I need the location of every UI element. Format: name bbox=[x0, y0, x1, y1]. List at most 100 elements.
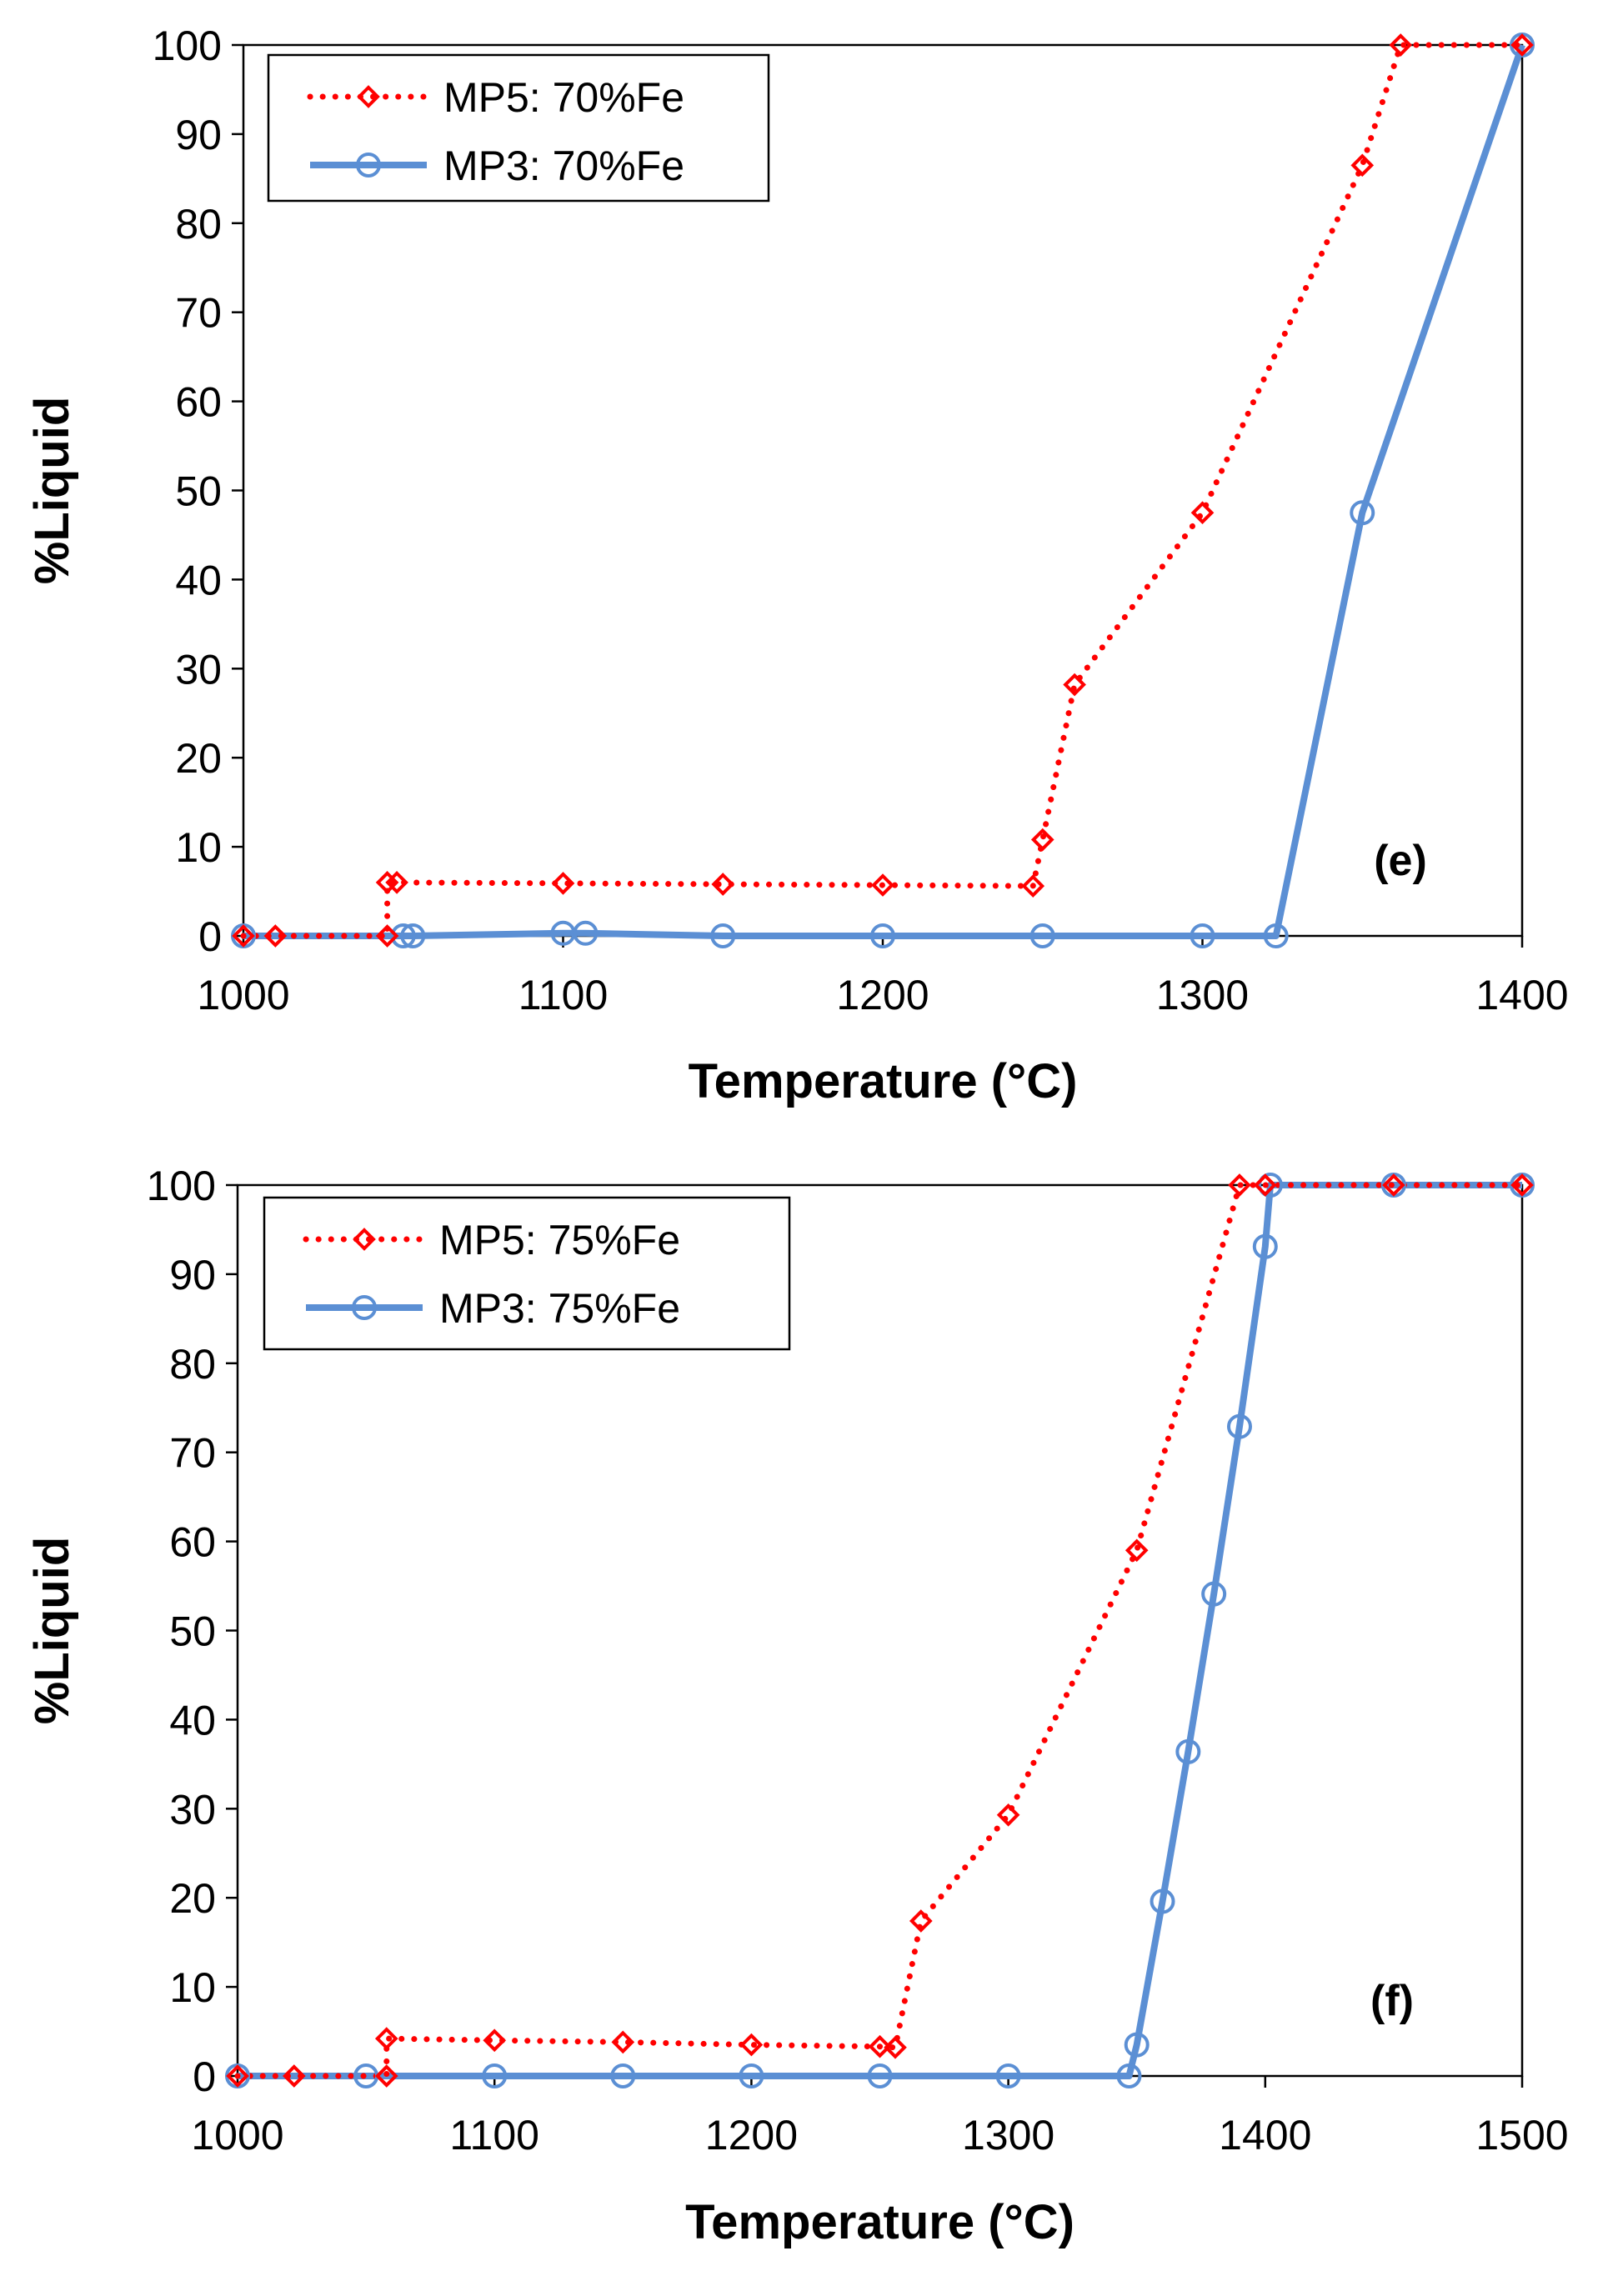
legend-label: MP3: 75%Fe bbox=[439, 1285, 680, 1332]
y-axis-title: %Liquid bbox=[25, 1537, 79, 1725]
data-point-mp3-75-fe bbox=[1124, 2032, 1150, 2058]
data-point-mp5-70-fe bbox=[1350, 153, 1375, 178]
y-tick-label: 10 bbox=[175, 824, 222, 871]
legend-box bbox=[263, 1196, 791, 1351]
y-axis-title: %Liquid bbox=[25, 397, 79, 585]
data-point-mp5-75-fe bbox=[1125, 1538, 1149, 1563]
data-point-mp3-75-fe bbox=[1175, 1738, 1201, 1764]
series-line-mp5-70-fe bbox=[240, 42, 1525, 939]
x-tick-label: 1300 bbox=[962, 2112, 1054, 2158]
y-tick-label: 100 bbox=[153, 23, 222, 69]
x-tick-label: 1100 bbox=[518, 972, 609, 1018]
legend-label: MP5: 75%Fe bbox=[439, 1217, 680, 1263]
y-tick-label: 40 bbox=[175, 557, 222, 603]
legend-swatch-marker bbox=[356, 153, 381, 178]
series-line-mp3-75-fe bbox=[238, 1182, 1522, 2079]
y-tick-label: 60 bbox=[169, 1519, 216, 1566]
y-tick-label: 40 bbox=[169, 1697, 216, 1743]
data-point-mp5-75-fe bbox=[909, 1909, 933, 1933]
data-point-mp5-70-fe bbox=[711, 873, 735, 896]
data-point-mp5-75-fe bbox=[611, 2030, 635, 2054]
data-point-mp5-70-fe bbox=[385, 871, 408, 894]
legend-swatch-marker bbox=[352, 1295, 377, 1320]
data-point-mp3-75-fe bbox=[1201, 1581, 1227, 1607]
data-point-mp5-70-fe bbox=[871, 873, 894, 897]
data-point-mp3-75-fe bbox=[1150, 1888, 1175, 1914]
x-tick-label: 1500 bbox=[1475, 2112, 1568, 2158]
y-tick-label: 50 bbox=[175, 468, 222, 515]
series-line-mp5-75-fe bbox=[234, 1182, 1525, 2079]
data-point-mp3-75-fe bbox=[995, 2063, 1021, 2088]
y-tick-label: 0 bbox=[198, 913, 222, 960]
data-point-mp5-70-fe bbox=[232, 924, 255, 948]
x-tick-label: 1100 bbox=[449, 2112, 539, 2158]
data-point-mp3-75-fe bbox=[1116, 2063, 1142, 2088]
data-point-mp5-75-fe bbox=[739, 2033, 764, 2057]
data-point-mp3-75-fe bbox=[610, 2063, 636, 2088]
data-point-mp3-70-fe bbox=[710, 923, 736, 948]
data-point-mp5-70-fe bbox=[1030, 828, 1054, 852]
legend-swatch-marker bbox=[357, 85, 380, 108]
y-tick-label: 80 bbox=[169, 1341, 216, 1388]
y-tick-label: 60 bbox=[175, 379, 222, 426]
panel-label: (e) bbox=[1374, 837, 1427, 885]
data-point-mp5-75-fe bbox=[1228, 1173, 1251, 1197]
data-point-mp5-70-fe bbox=[1190, 501, 1215, 525]
x-axis-title: Temperature (°C) bbox=[685, 2195, 1075, 2249]
data-point-mp3-75-fe bbox=[1252, 1233, 1278, 1259]
data-point-mp5-75-fe bbox=[282, 2064, 306, 2088]
data-point-mp5-75-fe bbox=[226, 2064, 249, 2088]
y-tick-label: 20 bbox=[175, 735, 222, 782]
data-point-mp3-75-fe bbox=[1226, 1413, 1252, 1439]
y-tick-label: 30 bbox=[175, 646, 222, 693]
data-point-mp5-75-fe bbox=[884, 2035, 907, 2059]
x-tick-label: 1200 bbox=[705, 2112, 798, 2158]
data-point-mp5-70-fe bbox=[551, 872, 575, 895]
y-tick-label: 10 bbox=[169, 1964, 216, 2011]
x-tick-label: 1400 bbox=[1475, 972, 1568, 1018]
chart-panel-e: 0 10 20 30 40 50 60 70 80 90 100 1000 1100 1200 1300 14… bbox=[25, 23, 1569, 1108]
data-point-mp3-70-fe bbox=[400, 923, 426, 948]
legend-box bbox=[267, 53, 770, 203]
data-point-mp5-70-fe bbox=[1063, 673, 1086, 697]
x-tick-label: 1300 bbox=[1156, 972, 1249, 1018]
legend-label: MP5: 70%Fe bbox=[443, 74, 684, 121]
data-point-mp3-70-fe bbox=[1350, 500, 1375, 526]
series-line-mp3-70-fe bbox=[243, 43, 1525, 939]
data-point-mp5-75-fe bbox=[1253, 1173, 1277, 1197]
data-point-mp3-75-fe bbox=[1257, 1173, 1283, 1198]
data-point-mp3-70-fe bbox=[870, 923, 895, 948]
x-tick-label: 1000 bbox=[197, 972, 289, 1018]
y-tick-label: 90 bbox=[169, 1252, 216, 1298]
data-point-mp5-75-fe bbox=[374, 2064, 398, 2088]
data-point-mp5-70-fe bbox=[375, 924, 399, 948]
y-tick-label: 70 bbox=[175, 290, 222, 337]
x-tick-label: 1000 bbox=[191, 2112, 283, 2158]
data-point-mp3-70-fe bbox=[390, 923, 416, 948]
y-tick-label: 90 bbox=[175, 112, 222, 158]
x-tick-label: 1400 bbox=[1219, 2112, 1311, 2158]
data-point-mp5-75-fe bbox=[483, 2028, 507, 2053]
data-point-mp5-75-fe bbox=[1510, 1173, 1534, 1197]
y-tick-label: 50 bbox=[169, 1608, 216, 1655]
data-point-mp5-70-fe bbox=[1510, 33, 1534, 57]
y-tick-label: 70 bbox=[169, 1430, 216, 1477]
data-point-mp3-70-fe bbox=[1029, 923, 1055, 948]
y-tick-label: 80 bbox=[175, 201, 222, 248]
chart-panel-f: 0 10 20 30 40 50 60 70 80 90 100 1000 1100 1200 1300 14… bbox=[25, 1163, 1569, 2249]
data-point-mp5-75-fe bbox=[868, 2034, 892, 2058]
data-point-mp5-75-fe bbox=[1382, 1173, 1405, 1197]
data-point-mp3-75-fe bbox=[739, 2063, 764, 2088]
data-point-mp5-75-fe bbox=[374, 2027, 398, 2050]
x-tick-label: 1200 bbox=[836, 972, 929, 1018]
data-point-mp5-70-fe bbox=[375, 871, 399, 894]
x-axis-title: Temperature (°C) bbox=[689, 1054, 1078, 1108]
data-point-mp3-70-fe bbox=[1190, 923, 1215, 948]
y-tick-label: 100 bbox=[147, 1163, 216, 1209]
y-tick-label: 20 bbox=[169, 1875, 216, 1922]
legend-swatch-marker bbox=[353, 1228, 376, 1251]
y-tick-label: 30 bbox=[169, 1786, 216, 1833]
data-point-mp5-75-fe bbox=[996, 1803, 1020, 1827]
